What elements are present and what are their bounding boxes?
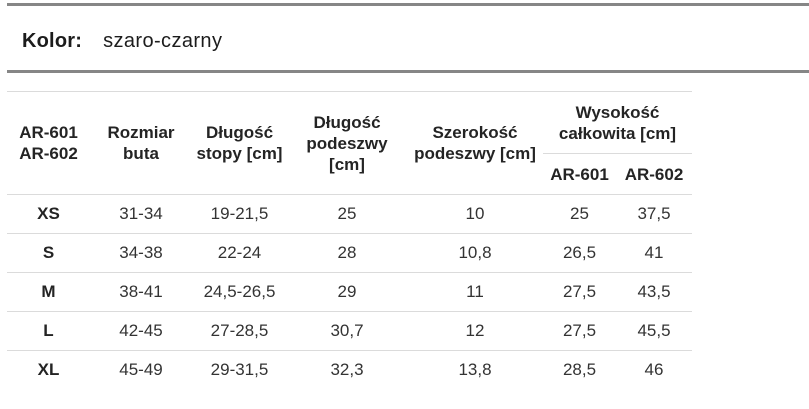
value-cell: 27-28,5: [210, 321, 269, 340]
value-cell: 22-24: [217, 243, 262, 262]
value-cell: 45-49: [119, 360, 163, 380]
header-row-main: AR-601 AR-602 Rozmiar buta Długość stopy…: [7, 92, 692, 174]
value-cell: 34-38: [119, 243, 163, 262]
size-table-header: AR-601 AR-602 Rozmiar buta Długość stopy…: [7, 92, 692, 195]
value-cell: 25: [337, 204, 357, 223]
value-cell: 10: [465, 204, 485, 223]
color-value: szaro-czarny: [103, 30, 223, 52]
value-cell: 27,5: [562, 321, 597, 340]
header-row-sub: AR-601 AR-602: [7, 153, 692, 195]
top-divider: [7, 3, 809, 6]
value-cell: 19-21,5: [210, 204, 269, 223]
size-cell: M: [41, 282, 56, 301]
size-row-xs: XS 31-34 19-21,5 25 10 25 37,5: [7, 194, 692, 234]
mid-divider: [7, 70, 809, 73]
value-cell: 27,5: [562, 282, 597, 301]
value-cell: 28,5: [562, 360, 597, 380]
value-cell: 31-34: [119, 204, 163, 223]
header-total-height-ar601: AR-601: [543, 153, 616, 195]
header-sole-length: Długość podeszwy [cm]: [306, 112, 388, 174]
color-label: Kolor:: [22, 30, 83, 52]
header-shoe-size: Rozmiar buta: [107, 123, 175, 163]
size-cell: S: [42, 243, 55, 262]
header-total-height: Wysokość całkowita [cm]: [558, 102, 677, 143]
header-total-height-ar602: AR-602: [616, 153, 692, 195]
size-table: AR-601 AR-602 Rozmiar buta Długość stopy…: [7, 91, 692, 390]
value-cell: 26,5: [562, 243, 597, 262]
value-cell: 30,7: [330, 321, 364, 340]
header-product-codes: AR-601 AR-602: [19, 123, 78, 163]
size-cell: XS: [37, 204, 60, 223]
size-cell: L: [43, 321, 54, 340]
header-foot-length: Długość stopy [cm]: [196, 123, 283, 163]
header-sole-width: Szerokość podeszwy [cm]: [414, 123, 536, 163]
value-cell: 43,5: [637, 282, 671, 301]
value-cell: 11: [466, 282, 484, 301]
size-row-m: M 38-41 24,5-26,5 29 11 27,5 43,5: [7, 272, 692, 312]
size-table-body: XS 31-34 19-21,5 25 10 25 37,5 S 34-38 2…: [7, 194, 692, 390]
value-cell: 41: [644, 243, 664, 262]
size-row-s: S 34-38 22-24 28 10,8 26,5 41: [7, 233, 692, 273]
value-cell: 29-31,5: [210, 360, 269, 380]
color-title-line: Kolor: szaro-czarny: [22, 30, 222, 52]
value-cell: 29: [337, 282, 357, 301]
size-row-l: L 42-45 27-28,5 30,7 12 27,5 45,5: [7, 311, 692, 351]
value-cell: 10,8: [458, 243, 492, 262]
value-cell: 38-41: [119, 282, 163, 301]
value-cell: 37,5: [637, 204, 671, 223]
value-cell: 28: [337, 243, 357, 262]
value-cell: 24,5-26,5: [203, 282, 276, 301]
value-cell: 13,8: [458, 360, 492, 380]
value-cell: 25: [570, 204, 589, 223]
value-cell: 42-45: [119, 321, 163, 340]
size-cell: XL: [37, 360, 60, 380]
value-cell: 32,3: [330, 360, 364, 380]
value-cell: 46: [644, 360, 664, 380]
value-cell: 45,5: [637, 321, 671, 340]
size-row-xl: XL 45-49 29-31,5 32,3 13,8 28,5 46: [7, 350, 692, 390]
value-cell: 12: [465, 321, 485, 340]
